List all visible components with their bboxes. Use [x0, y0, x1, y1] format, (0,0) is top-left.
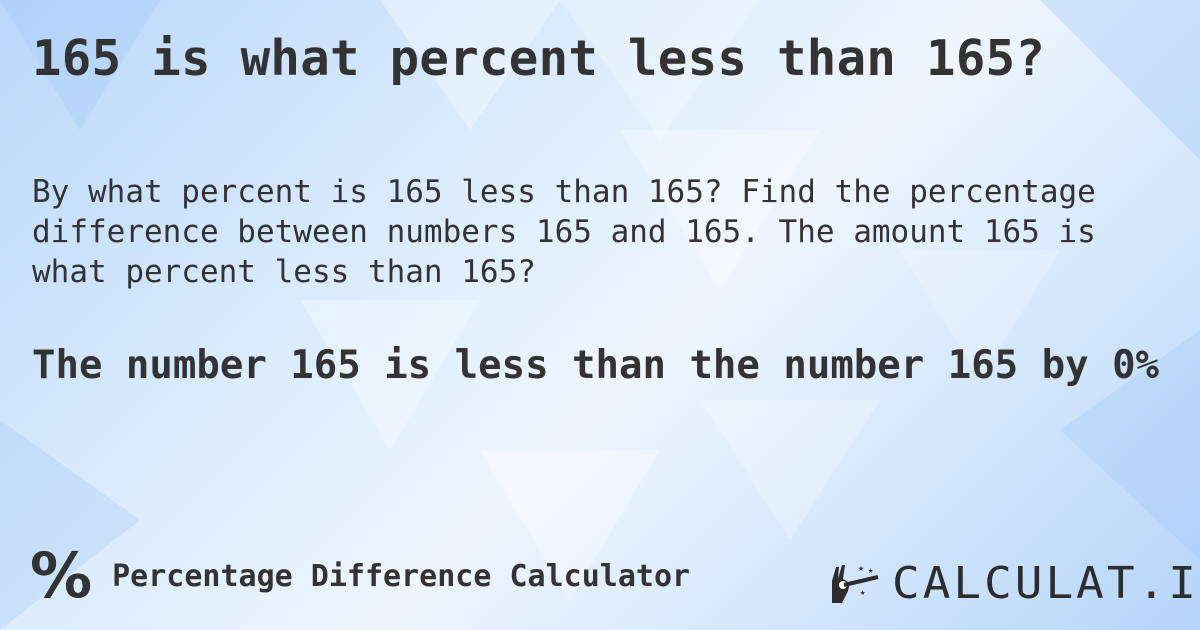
magic-hand-wand-icon: ★ ★ ★: [832, 563, 879, 603]
calculat-io-logo[interactable]: ★ ★ ★ CALCULAT.IO: [828, 556, 1200, 610]
svg-text:★: ★: [868, 566, 874, 576]
logo-text: CALCULAT.IO: [892, 557, 1200, 609]
answer-text: The number 165 is less than the number 1…: [32, 343, 1160, 388]
page-title: 165 is what percent less than 165?: [32, 30, 1046, 87]
description: By what percent is 165 less than 165? Fi…: [32, 174, 1096, 290]
calculator-link[interactable]: % Percentage Difference Calculator: [30, 545, 690, 607]
svg-text:★: ★: [860, 588, 866, 598]
percent-icon: %: [30, 539, 93, 612]
svg-text:★: ★: [858, 563, 864, 574]
calculator-name: Percentage Difference Calculator: [112, 558, 691, 594]
